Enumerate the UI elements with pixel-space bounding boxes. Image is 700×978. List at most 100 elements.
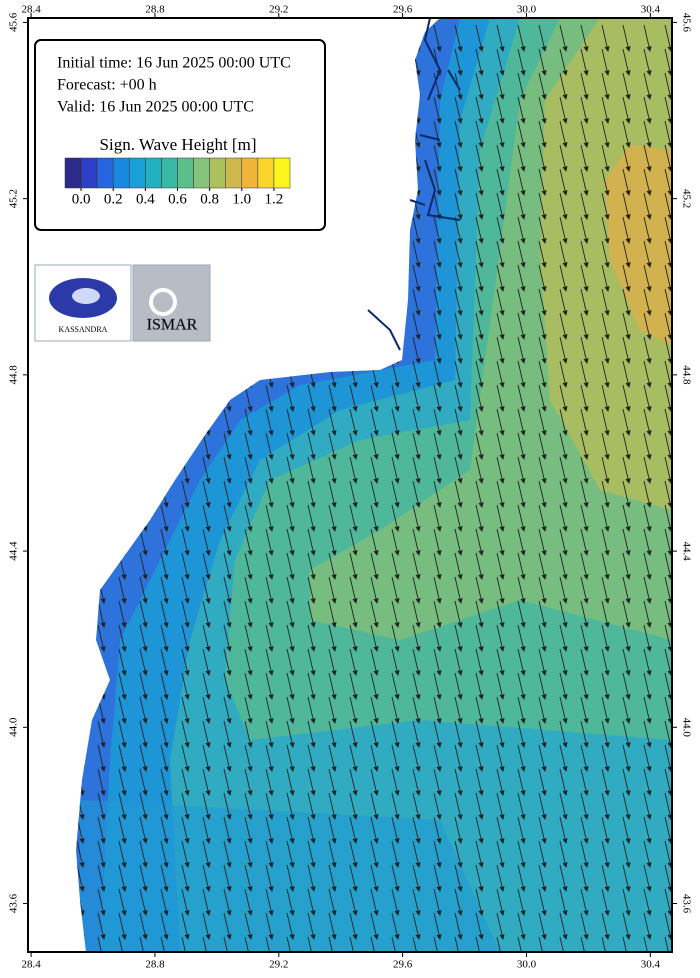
wave-arrow — [664, 648, 672, 676]
wave-arrow — [517, 648, 526, 676]
wave-arrow — [433, 576, 442, 604]
wave-arrow — [643, 816, 652, 844]
wave-arrow — [286, 792, 295, 820]
wave-arrow — [181, 600, 190, 628]
wave-arrow — [643, 360, 652, 388]
wave-arrow — [307, 576, 316, 604]
wave-arrow — [223, 720, 232, 748]
wave-arrow — [433, 432, 442, 460]
wave-arrow — [328, 792, 337, 820]
wave-arrow — [139, 552, 148, 580]
wave-arrow — [35, 913, 41, 939]
wave-arrow — [35, 241, 41, 267]
wave-arrow — [265, 624, 274, 652]
lon-label: 28.8 — [145, 959, 165, 971]
wave-arrow — [559, 600, 568, 628]
wave-arrow — [118, 696, 127, 724]
wave-arrow — [664, 480, 672, 508]
wave-arrow — [391, 864, 400, 892]
wave-arrow — [643, 144, 652, 172]
kassandra-text: KASSANDRA — [59, 325, 108, 334]
wave-arrow — [286, 744, 295, 772]
wave-arrow — [433, 72, 442, 100]
wave-arrow — [517, 96, 526, 124]
wave-arrow — [307, 888, 316, 916]
wave-arrow — [643, 288, 652, 316]
wave-arrow — [496, 768, 505, 796]
wave-arrow — [370, 816, 379, 844]
wave-arrow — [412, 648, 421, 676]
wave-arrow — [643, 504, 652, 532]
wave-arrow — [622, 384, 631, 412]
wave-arrow — [181, 504, 190, 532]
wave-arrow — [454, 312, 463, 340]
ismar-logo — [132, 264, 211, 342]
wave-arrow — [601, 504, 610, 532]
wave-arrow — [454, 696, 463, 724]
wave-arrow — [412, 384, 421, 412]
wave-arrow — [538, 720, 547, 748]
wave-arrow — [97, 480, 106, 508]
wave-arrow — [118, 504, 127, 532]
wave-arrow — [601, 576, 610, 604]
wave-arrow — [56, 745, 62, 771]
wave-arrow — [328, 216, 337, 244]
wave-arrow — [139, 672, 148, 700]
wave-arrow — [370, 288, 379, 316]
wave-arrow — [56, 625, 62, 651]
wave-arrow — [202, 864, 211, 892]
wave-arrow — [391, 696, 400, 724]
wave-arrow — [538, 528, 547, 556]
wave-arrow — [412, 912, 421, 940]
wave-arrow — [202, 624, 211, 652]
wave-arrow — [349, 600, 358, 628]
wave-arrow — [286, 912, 295, 940]
wave-arrow — [412, 96, 421, 124]
wave-arrow — [580, 264, 589, 292]
wave-arrow — [370, 888, 379, 916]
wave-arrow — [475, 720, 484, 748]
wave-arrow — [139, 840, 148, 868]
wave-arrow — [496, 720, 505, 748]
wave-arrow — [76, 384, 85, 412]
wave-arrow — [370, 480, 379, 508]
wave-arrow — [349, 216, 358, 244]
wave-arrow — [643, 696, 652, 724]
wave-arrow — [223, 336, 232, 364]
wave-arrow — [76, 504, 85, 532]
wave-arrow — [622, 192, 631, 220]
wave-arrow — [601, 600, 610, 628]
wave-arrow — [643, 336, 652, 364]
wave-arrow — [265, 408, 274, 436]
wave-arrow — [265, 528, 274, 556]
wave-arrow — [496, 648, 505, 676]
wave-arrow — [76, 480, 85, 508]
wave-arrow — [433, 360, 442, 388]
wave-arrow — [580, 288, 589, 316]
wave-arrow — [454, 600, 463, 628]
wave-arrow — [223, 504, 232, 532]
wave-arrow — [223, 528, 232, 556]
wave-arrow — [538, 96, 547, 124]
wave-arrow — [244, 648, 253, 676]
wave-arrow — [475, 552, 484, 580]
wave-arrow — [664, 744, 672, 772]
wave-arrow — [286, 624, 295, 652]
wave-arrow — [181, 720, 190, 748]
wave-arrow — [559, 864, 568, 892]
wave-arrow — [454, 432, 463, 460]
wave-arrow — [496, 168, 505, 196]
wave-arrow — [391, 912, 400, 940]
wave-arrow — [181, 744, 190, 772]
wave-arrow — [181, 408, 190, 436]
wave-arrow — [517, 480, 526, 508]
wave-arrow — [328, 336, 337, 364]
colorbar-cell — [145, 157, 162, 189]
wave-arrow — [538, 768, 547, 796]
wave-arrow — [580, 504, 589, 532]
wave-arrow — [601, 120, 610, 148]
wave-arrow — [538, 48, 547, 76]
wave-arrow — [412, 552, 421, 580]
wave-arrow — [622, 912, 631, 940]
wave-arrow — [286, 696, 295, 724]
